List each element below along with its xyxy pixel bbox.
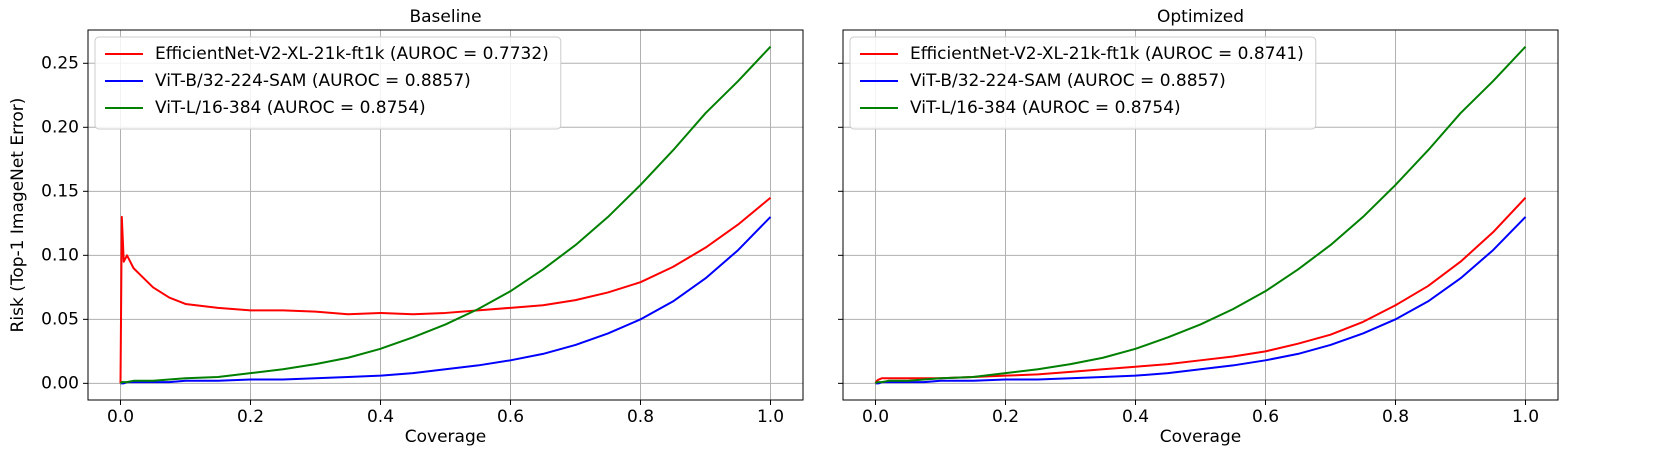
y-axis-label: Risk (Top-1 ImageNet Error): [8, 98, 28, 333]
x-tick-label: 0.8: [1382, 407, 1409, 427]
y-tick-label: 0.20: [41, 117, 79, 137]
x-axis-label: Coverage: [1160, 427, 1241, 447]
legend-label: EfficientNet-V2-XL-21k-ft1k (AUROC = 0.7…: [155, 44, 549, 64]
x-tick-label: 0.0: [107, 407, 134, 427]
y-tick-label: 0.15: [41, 181, 79, 201]
plot-frame: [87, 29, 804, 401]
x-tick-label: 1.0: [1512, 407, 1539, 427]
series-line: [874, 197, 1527, 384]
series-line: [119, 45, 772, 385]
axes: 0.0 0.2 0.4 0.6 0.8 1.0 0.00 0.05 0.10 0.15 0.20 0.…: [8, 7, 804, 447]
legend-label: ViT-B/32-224-SAM (AUROC = 0.8857): [155, 71, 471, 91]
legend-box: [94, 36, 562, 130]
legend-label: EfficientNet-V2-XL-21k-ft1k (AUROC = 0.8…: [910, 44, 1304, 64]
x-tick-label: 0.6: [497, 407, 524, 427]
series-line: [119, 196, 772, 384]
x-tick-label: 0.4: [1122, 407, 1149, 427]
y-tick-label: 0.05: [41, 309, 79, 329]
x-tick-label: 0.6: [1252, 407, 1279, 427]
x-tick-label: 0.2: [237, 407, 264, 427]
x-tick-label: 0.8: [627, 407, 654, 427]
x-tick-label: 0.2: [992, 407, 1019, 427]
plot-frame: [842, 29, 1559, 401]
series-line: [120, 216, 772, 385]
legend: EfficientNet-V2-XL-21k-ft1k (AUROC = 0.7…: [94, 36, 562, 130]
x-tick-label: 1.0: [757, 407, 784, 427]
legend-label: ViT-B/32-224-SAM (AUROC = 0.8857): [910, 71, 1226, 91]
legend-label: ViT-L/16-384 (AUROC = 0.8754): [155, 98, 426, 118]
legend: EfficientNet-V2-XL-21k-ft1k (AUROC = 0.8…: [849, 36, 1317, 130]
y-tick-label: 0.00: [41, 373, 79, 393]
legend-box: [849, 36, 1317, 130]
x-axis-label: Coverage: [405, 427, 486, 447]
axes: 0.0 0.2 0.4 0.6 0.8 1.0 Optimized Coverage Effic…: [838, 7, 1559, 447]
series-line: [874, 45, 1527, 385]
x-tick-label: 0.0: [862, 407, 889, 427]
legend-label: ViT-L/16-384 (AUROC = 0.8754): [910, 98, 1181, 118]
chart-title: Optimized: [1157, 7, 1244, 27]
x-tick-label: 0.4: [367, 407, 394, 427]
series-line: [875, 216, 1527, 385]
y-tick-label: 0.25: [41, 53, 79, 73]
chart-title: Baseline: [409, 7, 481, 27]
y-tick-label: 0.10: [41, 245, 79, 265]
